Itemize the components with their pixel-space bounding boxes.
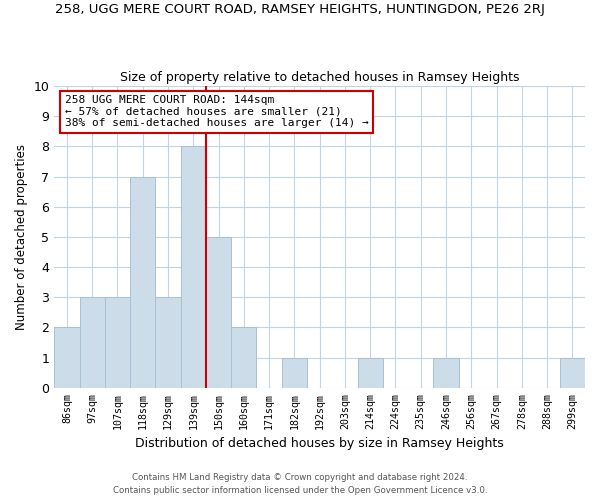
Title: Size of property relative to detached houses in Ramsey Heights: Size of property relative to detached ho… bbox=[120, 70, 520, 84]
Bar bbox=[560, 358, 585, 388]
Bar bbox=[206, 237, 231, 388]
Bar bbox=[358, 358, 383, 388]
Bar bbox=[155, 298, 181, 388]
Text: Contains HM Land Registry data © Crown copyright and database right 2024.
Contai: Contains HM Land Registry data © Crown c… bbox=[113, 474, 487, 495]
Bar bbox=[433, 358, 458, 388]
Text: 258 UGG MERE COURT ROAD: 144sqm
← 57% of detached houses are smaller (21)
38% of: 258 UGG MERE COURT ROAD: 144sqm ← 57% of… bbox=[65, 95, 368, 128]
Bar bbox=[80, 298, 105, 388]
Bar bbox=[130, 176, 155, 388]
X-axis label: Distribution of detached houses by size in Ramsey Heights: Distribution of detached houses by size … bbox=[135, 437, 504, 450]
Bar bbox=[282, 358, 307, 388]
Bar bbox=[231, 328, 256, 388]
Bar bbox=[105, 298, 130, 388]
Bar bbox=[54, 328, 80, 388]
Bar bbox=[181, 146, 206, 388]
Y-axis label: Number of detached properties: Number of detached properties bbox=[15, 144, 28, 330]
Text: 258, UGG MERE COURT ROAD, RAMSEY HEIGHTS, HUNTINGDON, PE26 2RJ: 258, UGG MERE COURT ROAD, RAMSEY HEIGHTS… bbox=[55, 2, 545, 16]
